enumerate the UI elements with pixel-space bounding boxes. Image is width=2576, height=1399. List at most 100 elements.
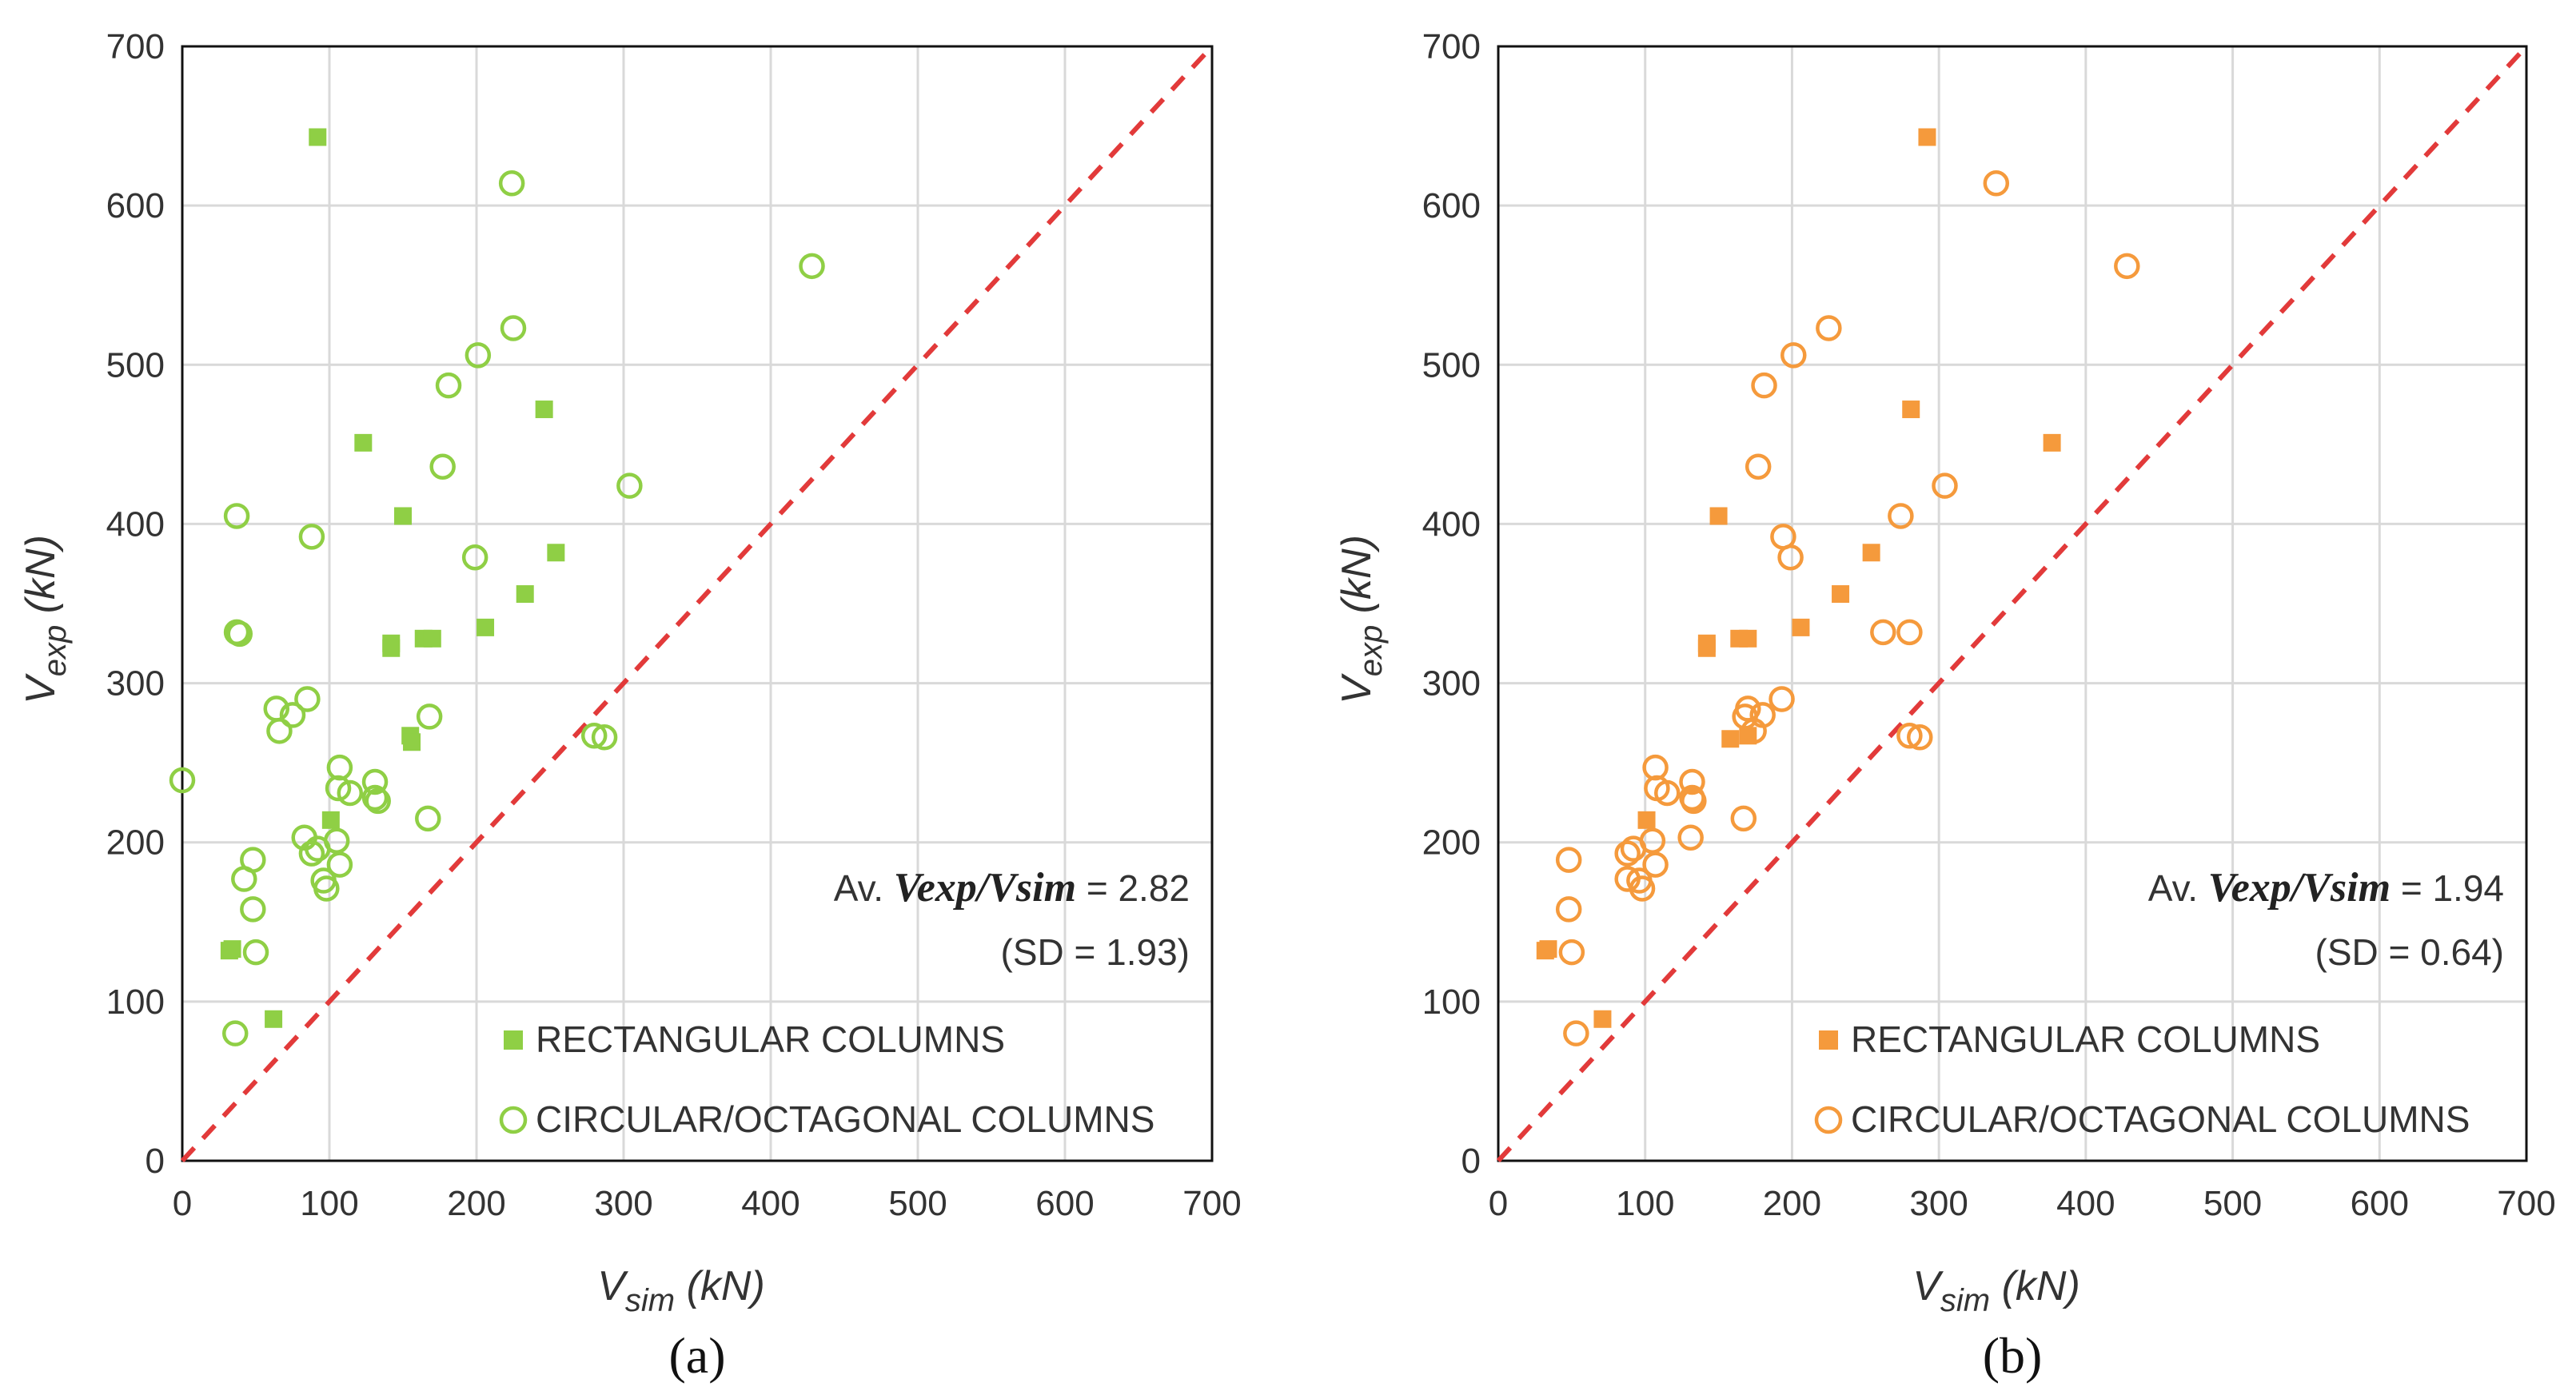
- x-tick-label: 300: [1909, 1184, 1968, 1223]
- x-tick-label: 100: [300, 1184, 358, 1223]
- circular-column-point: [279, 702, 306, 728]
- y-tick-label: 700: [1422, 27, 1481, 66]
- circular-column-point: [591, 724, 618, 751]
- circular-column-point: [365, 787, 391, 815]
- x-axis-label: Vsim (kN): [597, 1263, 765, 1318]
- circular-column-point: [1730, 805, 1757, 832]
- circular-column-point: [500, 315, 527, 341]
- legend-circular-label: CIRCULAR/OCTAGONAL COLUMNS: [536, 1098, 1154, 1140]
- x-tick-label: 700: [1182, 1184, 1241, 1223]
- y-tick-label: 300: [106, 664, 165, 703]
- circular-column-point: [1732, 703, 1758, 730]
- x-tick-label: 200: [447, 1184, 505, 1223]
- legend-rectangular-label: RECTANGULAR COLUMNS: [1851, 1018, 2320, 1060]
- circular-column-point: [305, 835, 331, 862]
- circular-column-point: [429, 453, 456, 480]
- circular-column-point: [1888, 503, 1914, 529]
- rectangular-column-point: [516, 585, 534, 604]
- rectangular-column-point: [1739, 629, 1757, 648]
- x-tick-label: 400: [2056, 1184, 2115, 1223]
- circular-column-point: [1751, 372, 1777, 399]
- rectangular-column-point: [265, 1010, 283, 1028]
- rectangular-column-point: [547, 544, 565, 562]
- circular-column-point: [1679, 768, 1705, 795]
- y-tick-label: 500: [106, 345, 165, 385]
- x-tick-label: 500: [2203, 1184, 2262, 1223]
- stats-average: Av. Vexp/Vsim = 2.82: [834, 865, 1190, 911]
- circular-column-point: [266, 718, 293, 744]
- circular-column-point: [361, 784, 389, 811]
- x-tick-label: 100: [1616, 1184, 1674, 1223]
- circular-column-point: [1558, 939, 1585, 966]
- rectangular-column-point: [403, 733, 421, 751]
- rectangular-column-point: [535, 401, 553, 419]
- stats-average: Av. Vexp/Vsim = 1.94: [2148, 865, 2504, 911]
- stats-sd: (SD = 1.93): [1001, 931, 1190, 973]
- circular-column-point: [1620, 835, 1647, 862]
- y-tick-label: 100: [106, 982, 165, 1022]
- circular-column-point: [1769, 686, 1795, 712]
- rectangular-column-point: [1832, 585, 1850, 604]
- circular-column-point: [1642, 851, 1669, 878]
- stats-sd: (SD = 0.64): [2315, 931, 2505, 973]
- y-tick-label: 0: [146, 1142, 165, 1181]
- circular-column-point: [1681, 787, 1707, 815]
- circular-column-point: [1741, 718, 1767, 744]
- circular-column-point: [294, 686, 321, 712]
- rectangular-column-point: [1637, 811, 1656, 829]
- y-axis-label: Vexp (kN): [1334, 535, 1389, 704]
- circular-column-point: [298, 524, 325, 550]
- legend-circle-marker: [499, 1106, 528, 1134]
- legend-circle-marker: [1814, 1106, 1843, 1134]
- circular-column-point: [1654, 779, 1681, 807]
- rectangular-column-point: [354, 433, 373, 452]
- circular-column-point: [1555, 847, 1582, 873]
- legend-square-marker: [504, 1030, 523, 1050]
- x-tick-label: 700: [2497, 1184, 2555, 1223]
- circular-column-point: [1896, 619, 1923, 646]
- y-axis-label: Vexp (kN): [18, 535, 73, 704]
- circular-column-point: [616, 472, 643, 499]
- rectangular-column-point: [1918, 128, 1936, 146]
- legend-circular-label: CIRCULAR/OCTAGONAL COLUMNS: [1851, 1098, 2470, 1140]
- circular-column-point: [223, 503, 250, 529]
- x-tick-label: 0: [1489, 1184, 1508, 1223]
- x-tick-label: 500: [888, 1184, 947, 1223]
- circular-column-point: [580, 723, 608, 749]
- legend-rectangular-label: RECTANGULAR COLUMNS: [536, 1018, 1005, 1060]
- circular-column-point: [1677, 824, 1704, 851]
- plot-frame: [181, 45, 1214, 1162]
- y-tick-label: 200: [1422, 823, 1481, 863]
- circular-column-point: [240, 896, 266, 923]
- rectangular-column-point: [1709, 507, 1728, 525]
- rectangular-column-point: [1539, 940, 1557, 959]
- y-tick-label: 400: [1422, 504, 1481, 544]
- circular-column-point: [1896, 723, 1923, 749]
- circular-column-point: [498, 170, 525, 197]
- circular-column-point: [169, 767, 196, 794]
- x-tick-label: 200: [1763, 1184, 1821, 1223]
- y-tick-label: 200: [106, 823, 165, 863]
- circular-column-point: [1563, 1020, 1589, 1046]
- circular-column-point: [326, 851, 353, 878]
- rectangular-column-point: [1902, 401, 1920, 419]
- rectangular-column-point: [1721, 730, 1740, 748]
- legend-square-marker: [1819, 1030, 1838, 1050]
- circular-column-point: [1614, 840, 1641, 867]
- chart-panel-a: 0 100 200 300 400 500 600 700 0 100 200 300 400 500 60…: [18, 27, 1242, 1384]
- circular-column-point: [465, 342, 492, 369]
- y-tick-label: 400: [106, 504, 165, 544]
- rectangular-column-point: [1862, 544, 1880, 562]
- circular-column-point: [1629, 875, 1656, 902]
- x-tick-label: 400: [741, 1184, 800, 1223]
- circular-column-point: [1870, 619, 1896, 646]
- circular-column-point: [313, 875, 340, 902]
- rectangular-column-point: [423, 629, 441, 648]
- circular-column-point: [242, 939, 269, 966]
- panel-label: (a): [668, 1327, 725, 1384]
- chart-panel-b: 0 100 200 300 400 500 600 700 0 100 200 300 400 500 60…: [1334, 27, 2556, 1384]
- circular-column-point: [226, 620, 253, 648]
- y-tick-label: 100: [1422, 982, 1481, 1022]
- rectangular-column-point: [394, 507, 412, 525]
- rectangular-column-point: [477, 618, 495, 636]
